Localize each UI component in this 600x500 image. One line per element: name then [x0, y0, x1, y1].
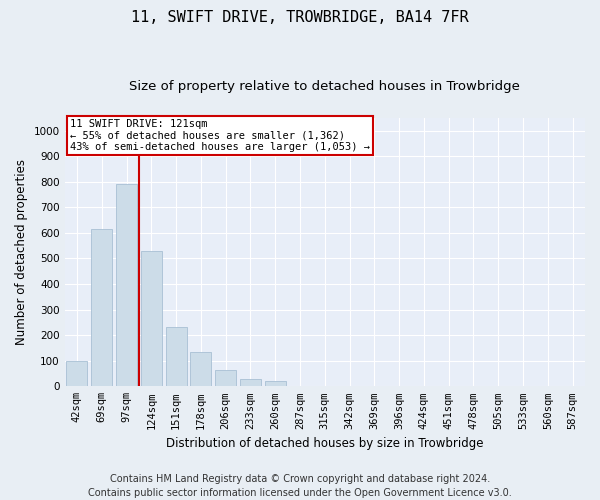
Text: Contains HM Land Registry data © Crown copyright and database right 2024.
Contai: Contains HM Land Registry data © Crown c… — [88, 474, 512, 498]
Bar — [67, 360, 88, 386]
Text: 11 SWIFT DRIVE: 121sqm
← 55% of detached houses are smaller (1,362)
43% of semi-: 11 SWIFT DRIVE: 121sqm ← 55% of detached… — [70, 119, 370, 152]
Y-axis label: Number of detached properties: Number of detached properties — [15, 159, 28, 345]
Bar — [91, 229, 112, 386]
Bar — [190, 352, 211, 386]
Bar — [240, 378, 261, 386]
Bar — [116, 184, 137, 386]
Text: 11, SWIFT DRIVE, TROWBRIDGE, BA14 7FR: 11, SWIFT DRIVE, TROWBRIDGE, BA14 7FR — [131, 10, 469, 25]
Bar — [141, 251, 162, 386]
Bar — [166, 328, 187, 386]
Bar — [265, 381, 286, 386]
Title: Size of property relative to detached houses in Trowbridge: Size of property relative to detached ho… — [130, 80, 520, 93]
Bar — [215, 370, 236, 386]
X-axis label: Distribution of detached houses by size in Trowbridge: Distribution of detached houses by size … — [166, 437, 484, 450]
